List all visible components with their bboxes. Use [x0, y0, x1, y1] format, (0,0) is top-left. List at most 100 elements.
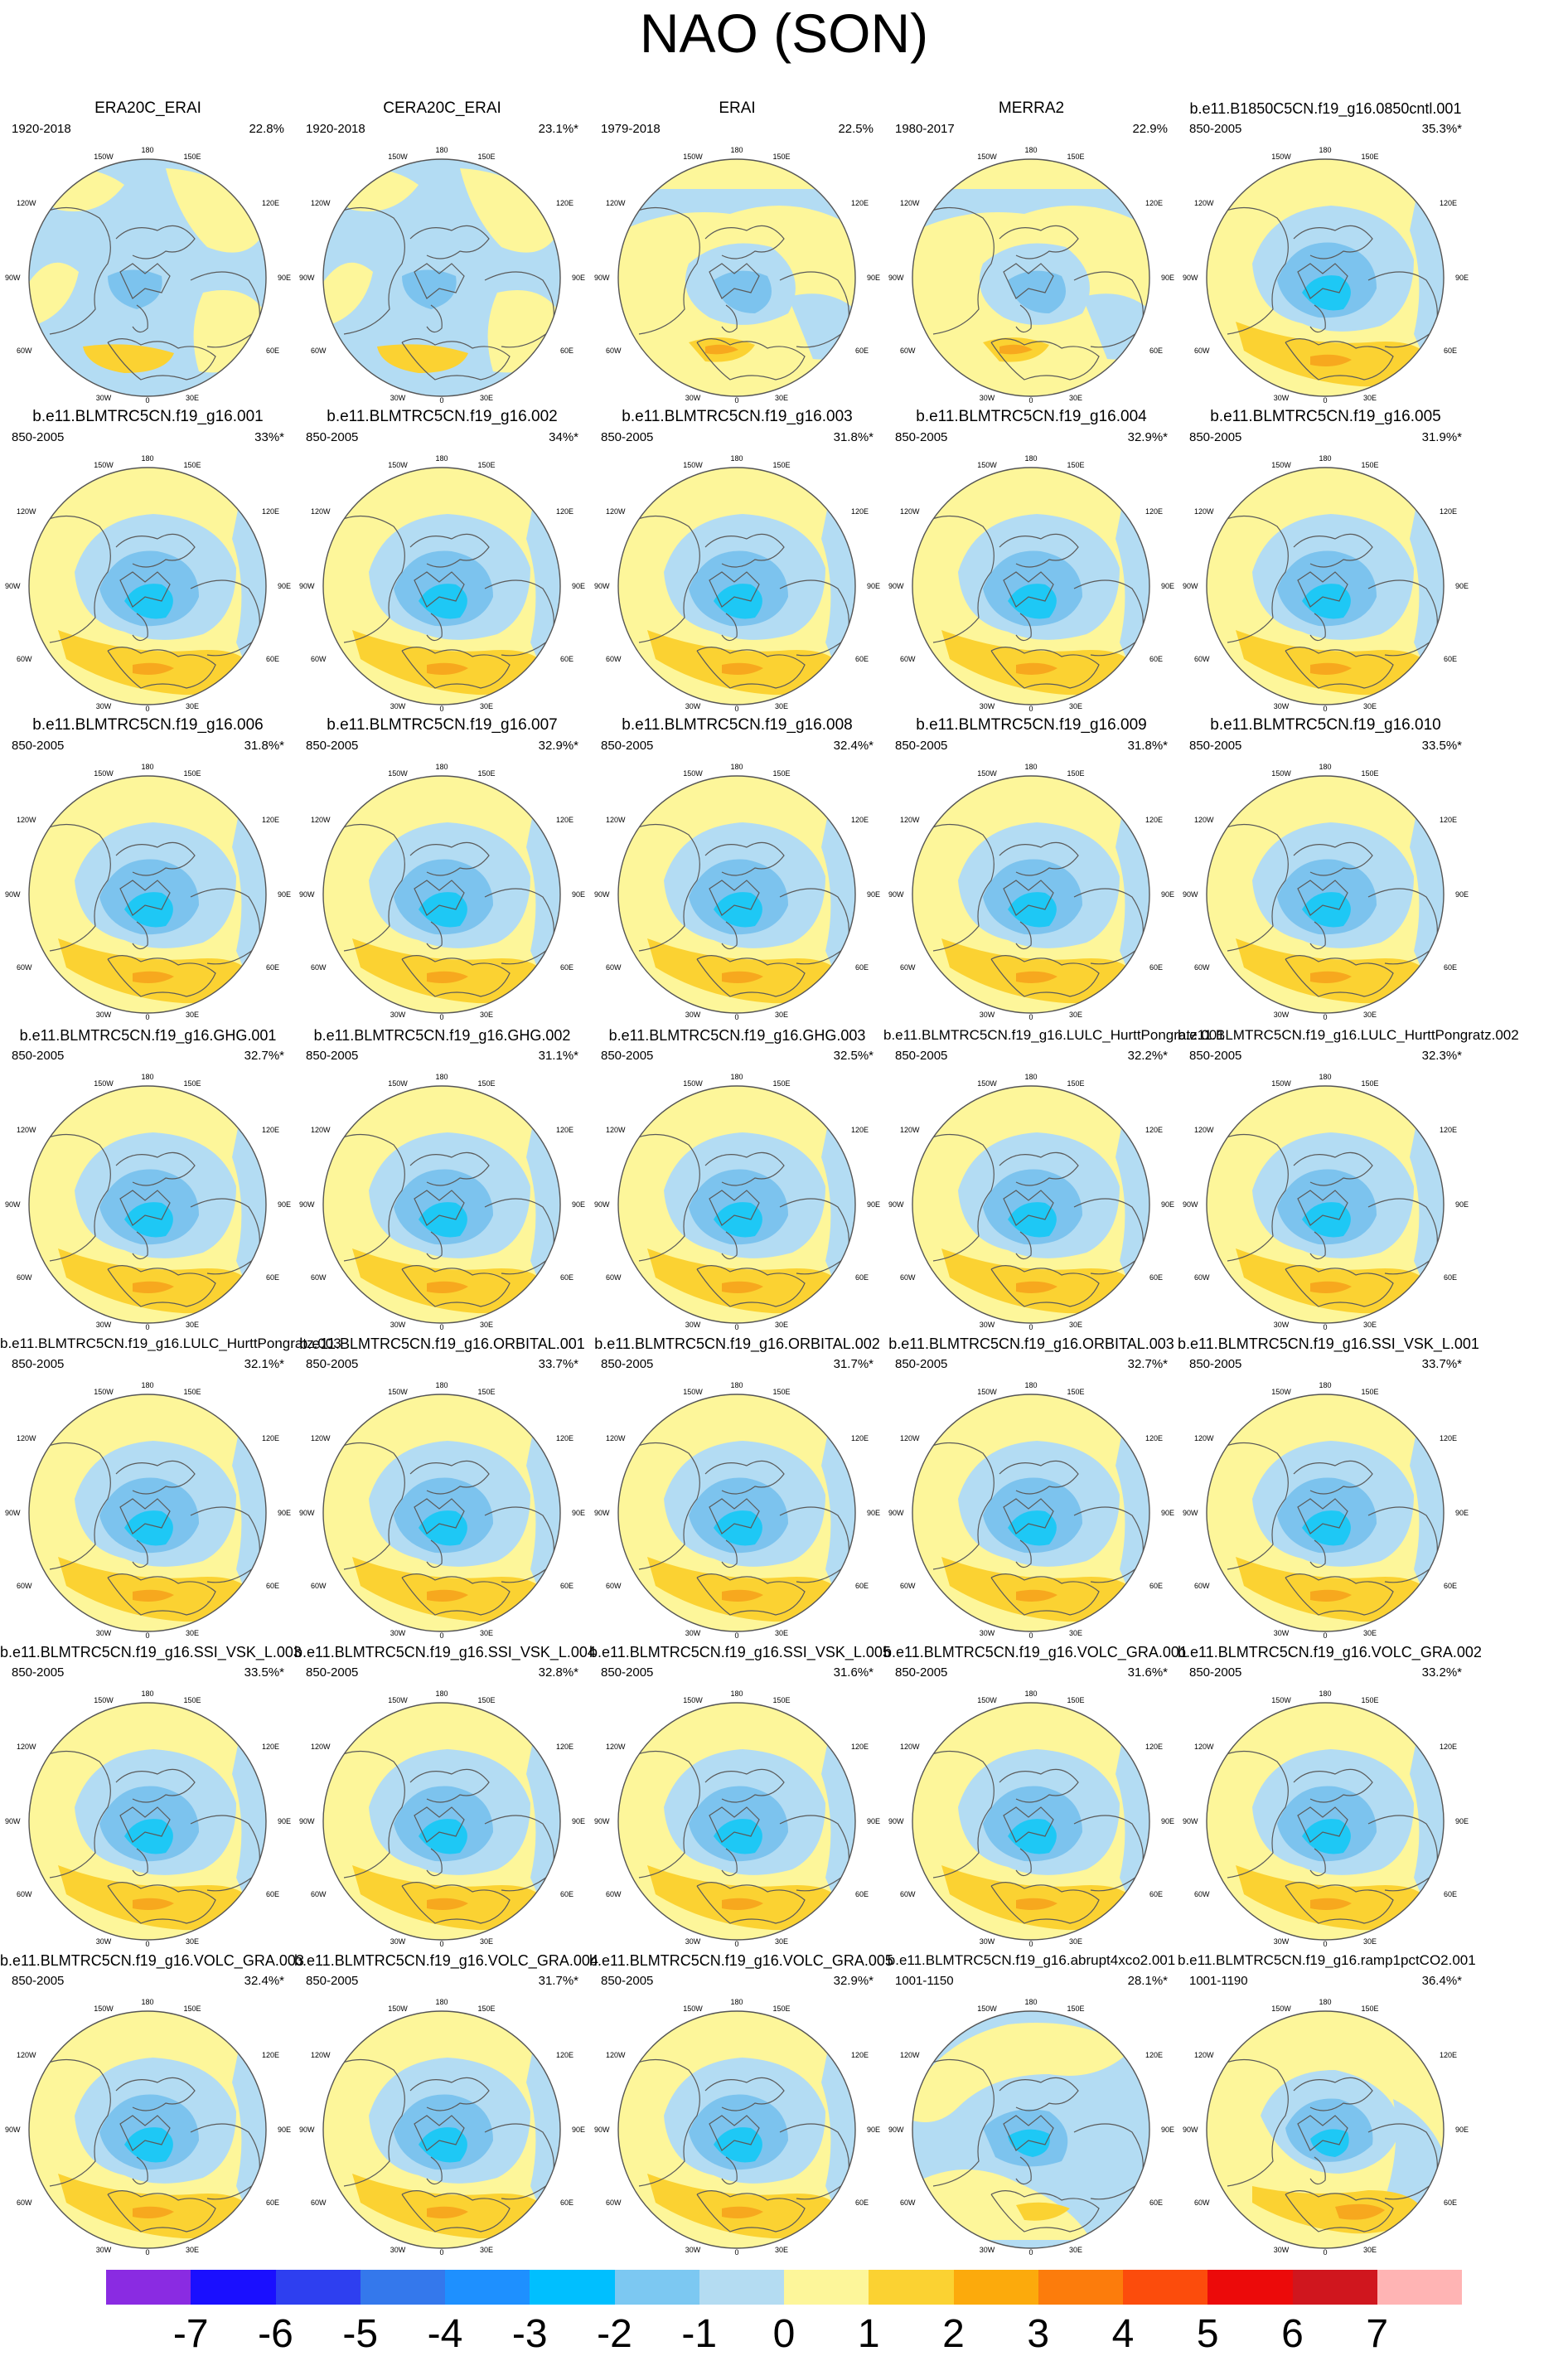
- longitude-label: 90W: [299, 890, 315, 899]
- panel-title: ERAI: [719, 99, 756, 117]
- longitude-label: 30W: [980, 702, 995, 710]
- longitude-label: 150E: [477, 1388, 495, 1396]
- coastline-overlay: [916, 1442, 1144, 1616]
- longitude-label: 120E: [1440, 2051, 1457, 2059]
- nao-pattern-field: [29, 159, 266, 396]
- panel-period: 850-2005: [1189, 122, 1242, 136]
- longitude-label: 0: [439, 1013, 443, 1021]
- longitude-label: 120E: [1440, 816, 1457, 824]
- panel-period: 850-2005: [12, 430, 65, 444]
- longitude-label: 90W: [1183, 582, 1198, 590]
- panel-title: b.e11.BLMTRC5CN.f19_g16.008: [622, 716, 853, 734]
- colorbar-tick-label: -7: [172, 2312, 209, 2356]
- panel-title: b.e11.BLMTRC5CN.f19_g16.GHG.002: [313, 1027, 571, 1044]
- panel-period: 850-2005: [1189, 739, 1242, 753]
- coastline-overlay: [622, 515, 849, 689]
- longitude-label: 90W: [299, 1200, 315, 1209]
- map-panel: 180 0 150W 150E 120W 120E 90W 90E 60W 60E 30W 30E b.…: [294, 1950, 598, 2261]
- longitude-label: 90E: [1161, 2126, 1174, 2134]
- longitude-label: 180: [141, 1998, 153, 2006]
- panel-title: b.e11.BLMTRC5CN.f19_g16.VOLC_GRA.005: [589, 1952, 893, 1969]
- longitude-label: 0: [439, 1631, 443, 1640]
- polar-map: 180 0 150W 150E 120W 120E 90W 90E 60W 60E 30W 30E: [594, 454, 880, 713]
- longitude-label: 180: [1024, 146, 1037, 154]
- colorbar-tick-label: 6: [1281, 2312, 1304, 2356]
- colorbar-swatch: [1207, 2270, 1293, 2305]
- nao-pattern-field: [912, 2011, 1149, 2248]
- longitude-label: 60W: [1194, 347, 1210, 355]
- longitude-label: 30E: [1069, 1321, 1082, 1329]
- longitude-label: 120W: [1194, 1126, 1214, 1134]
- polar-map: 180 0 150W 150E 120W 120E 90W 90E 60W 60E 30W 30E: [299, 763, 585, 1021]
- panel-title: b.e11.BLMTRC5CN.f19_g16.LULC_HurttPongra…: [1178, 1027, 1519, 1043]
- longitude-label: 150E: [1067, 2005, 1084, 2013]
- longitude-label: 0: [734, 1013, 738, 1021]
- longitude-label: 60E: [1444, 1582, 1457, 1590]
- polar-map: 180 0 150W 150E 120W 120E 90W 90E 60W 60E 30W 30E: [5, 454, 291, 713]
- colorbar-tick-label: 0: [772, 2312, 796, 2356]
- panel-title: b.e11.BLMTRC5CN.f19_g16.003: [622, 408, 853, 425]
- map-panel: 180 0 150W 150E 120W 120E 90W 90E 60W 60E 30W 30E b.…: [1178, 406, 1474, 718]
- nao-pattern-field: [912, 1394, 1149, 1631]
- longitude-label: 60W: [900, 1890, 916, 1898]
- nao-pattern-field: [323, 1086, 560, 1323]
- longitude-label: 60W: [17, 655, 32, 663]
- longitude-label: 90W: [5, 2126, 21, 2134]
- panel-period: 850-2005: [895, 739, 948, 753]
- longitude-label: 60E: [560, 1890, 573, 1898]
- coastline-overlay: [1210, 2058, 1438, 2232]
- map-panel: 180 0 150W 150E 120W 120E 90W 90E 60W 60E 30W 30E b.…: [589, 406, 885, 718]
- longitude-label: 150W: [94, 769, 114, 778]
- longitude-label: 180: [141, 763, 153, 771]
- longitude-label: 60E: [266, 347, 279, 355]
- longitude-label: 90W: [299, 1817, 315, 1825]
- longitude-label: 60W: [17, 1890, 32, 1898]
- longitude-label: 30E: [775, 1629, 788, 1637]
- longitude-label: 150E: [1067, 1079, 1084, 1088]
- panel-variance-percent: 34%*: [549, 430, 578, 444]
- longitude-label: 30E: [480, 1011, 493, 1019]
- longitude-label: 60W: [606, 1890, 622, 1898]
- map-boundary-circle: [1206, 1702, 1445, 1941]
- longitude-label: 0: [734, 396, 738, 405]
- longitude-label: 120E: [851, 816, 869, 824]
- longitude-label: 120W: [606, 816, 626, 824]
- map-panel: 180 0 150W 150E 120W 120E 90W 90E 60W 60E 30W 30E b.…: [1178, 1950, 1476, 2261]
- coastline-overlay: [622, 1750, 849, 1924]
- map-boundary-circle: [1206, 158, 1445, 397]
- panel-title: ERA20C_ERAI: [94, 99, 201, 117]
- longitude-label: 0: [439, 396, 443, 405]
- longitude-label: 120E: [262, 507, 279, 516]
- longitude-label: 90E: [867, 582, 880, 590]
- longitude-label: 180: [730, 1689, 743, 1698]
- panel-title: b.e11.BLMTRC5CN.f19_g16.VOLC_GRA.001: [883, 1644, 1188, 1660]
- longitude-label: 90E: [278, 890, 291, 899]
- map-boundary-circle: [28, 775, 267, 1014]
- longitude-label: 150E: [772, 1388, 790, 1396]
- longitude-label: 120W: [17, 1126, 36, 1134]
- map-boundary-circle: [322, 1394, 561, 1632]
- longitude-label: 150E: [1067, 1388, 1084, 1396]
- polar-map: 180 0 150W 150E 120W 120E 90W 90E 60W 60E 30W 30E: [888, 763, 1174, 1021]
- coastline-overlay: [622, 823, 849, 997]
- map-panel: 180 0 150W 150E 120W 120E 90W 90E 60W 60E 30W 30E b.…: [0, 1333, 341, 1645]
- longitude-label: 90W: [888, 1817, 904, 1825]
- colorbar-swatch: [275, 2270, 361, 2305]
- longitude-label: 30E: [1069, 702, 1082, 710]
- longitude-label: 180: [141, 1073, 153, 1081]
- longitude-label: 60E: [560, 1273, 573, 1282]
- longitude-label: 0: [145, 396, 149, 405]
- map-boundary-circle: [617, 775, 856, 1014]
- colorbar-swatch: [1377, 2270, 1462, 2305]
- longitude-label: 90E: [1455, 582, 1469, 590]
- panel-variance-percent: 33%*: [254, 430, 284, 444]
- longitude-label: 30W: [390, 1321, 406, 1329]
- panel-period: 850-2005: [12, 1049, 65, 1063]
- longitude-label: 150W: [388, 769, 408, 778]
- longitude-label: 120W: [900, 2051, 920, 2059]
- panel-title: b.e11.BLMTRC5CN.f19_g16.GHG.003: [608, 1027, 866, 1044]
- panel-variance-percent: 32.3%*: [1421, 1049, 1462, 1063]
- colorbar-swatch: [1038, 2270, 1123, 2305]
- longitude-label: 120E: [556, 1743, 573, 1751]
- panel-variance-percent: 32.5%*: [833, 1049, 874, 1063]
